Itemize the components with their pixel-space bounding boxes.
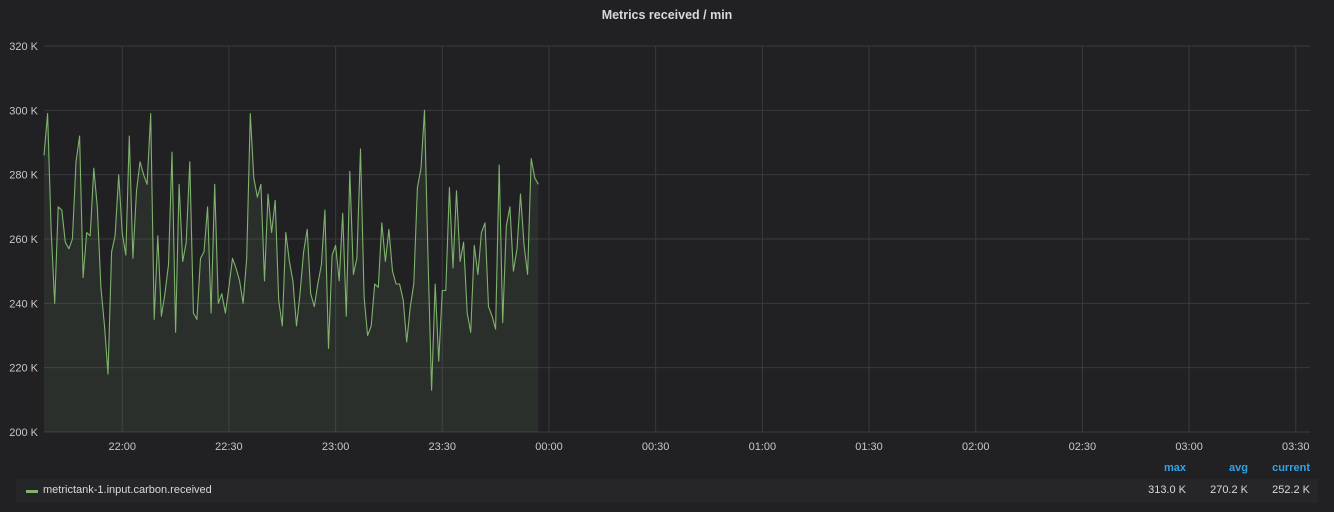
legend-series-name[interactable]: metrictank-1.input.carbon.received (43, 484, 212, 496)
y-tick-label: 240 K (9, 298, 38, 310)
x-tick-label: 02:30 (1069, 441, 1097, 453)
panel-title[interactable]: Metrics received / min (601, 8, 733, 22)
y-tick-label: 320 K (9, 41, 38, 53)
legend-header-avg[interactable]: avg (1229, 462, 1248, 474)
y-tick-label: 220 K (9, 363, 38, 375)
y-tick-label: 260 K (9, 234, 38, 246)
x-tick-label: 23:30 (429, 441, 457, 453)
y-tick-label: 200 K (9, 427, 38, 439)
legend-series-color-swatch[interactable] (26, 490, 38, 493)
x-tick-label: 23:00 (322, 441, 350, 453)
y-tick-label: 300 K (9, 105, 38, 117)
legend-header-max[interactable]: max (1163, 462, 1186, 474)
x-tick-label: 02:00 (962, 441, 990, 453)
legend-series-current: 252.2 K (1272, 484, 1310, 496)
x-tick-label: 00:30 (642, 441, 670, 453)
x-tick-label: 22:30 (215, 441, 243, 453)
x-tick-label: 22:00 (108, 441, 136, 453)
legend-series-max: 313.0 K (1148, 484, 1186, 496)
x-tick-label: 03:00 (1175, 441, 1203, 453)
chart-area[interactable]: 200 K 220 K 240 K 260 K 280 K 300 K 320 K 22:00… (0, 0, 1334, 460)
x-tick-label: 03:30 (1282, 441, 1310, 453)
x-tick-label: 01:30 (855, 441, 883, 453)
y-tick-label: 280 K (9, 170, 38, 182)
x-tick-label: 00:00 (535, 441, 563, 453)
x-tick-label: 01:00 (749, 441, 777, 453)
legend-series-row[interactable]: metrictank-1.input.carbon.received 313.0… (16, 479, 1318, 503)
legend-header-current[interactable]: current (1272, 462, 1310, 474)
series-line[interactable] (43, 109, 539, 391)
legend-series-avg: 270.2 K (1210, 484, 1248, 496)
